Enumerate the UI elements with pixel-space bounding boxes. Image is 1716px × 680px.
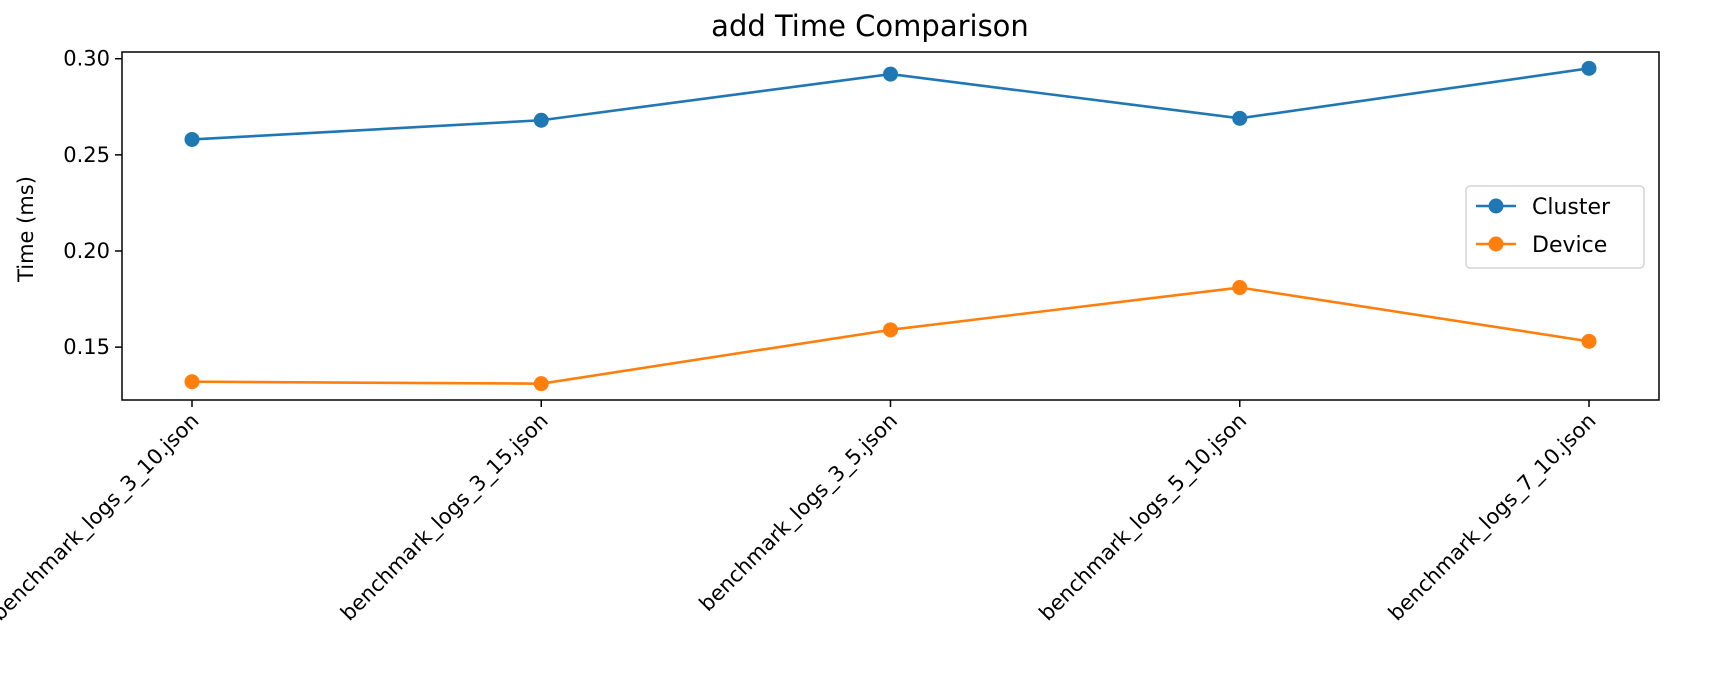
y-tick-label: 0.30 bbox=[63, 47, 110, 71]
legend-swatch-marker bbox=[1488, 198, 1504, 214]
legend-label: Device bbox=[1532, 233, 1607, 258]
legend: Cluster Device bbox=[1465, 185, 1645, 269]
y-tick-label: 0.15 bbox=[63, 335, 110, 359]
y-tick-label: 0.20 bbox=[63, 239, 110, 263]
legend-item-cluster: Cluster bbox=[1476, 195, 1611, 220]
x-tick-label: benchmark_logs_3_15.json bbox=[336, 409, 554, 627]
data-point bbox=[533, 376, 549, 392]
series-layer bbox=[184, 60, 1597, 392]
x-tick-label: benchmark_logs_3_5.json bbox=[695, 409, 903, 617]
legend-swatch-marker bbox=[1488, 236, 1504, 252]
legend-label: Cluster bbox=[1532, 195, 1611, 220]
series-device bbox=[184, 280, 1597, 392]
x-axis: benchmark_logs_3_10.json benchmark_logs_3… bbox=[0, 400, 1601, 626]
y-axis-label: Time (ms) bbox=[14, 176, 38, 283]
data-point bbox=[883, 322, 898, 338]
data-point bbox=[883, 66, 898, 82]
y-tick-label: 0.25 bbox=[63, 143, 110, 167]
x-tick-label: benchmark_logs_3_10.json bbox=[0, 409, 204, 627]
x-tick-label: benchmark_logs_7_10.json bbox=[1384, 409, 1602, 627]
data-point bbox=[184, 131, 200, 147]
data-point bbox=[184, 374, 200, 390]
plot-frame bbox=[121, 51, 1660, 401]
legend-item-device: Device bbox=[1476, 233, 1607, 258]
data-point bbox=[1581, 333, 1597, 349]
series-cluster bbox=[184, 60, 1597, 147]
data-point bbox=[1232, 280, 1248, 296]
data-point bbox=[533, 112, 549, 128]
data-point bbox=[1232, 110, 1248, 126]
x-tick-label: benchmark_logs_5_10.json bbox=[1034, 409, 1252, 627]
y-axis: 0.15 0.20 0.25 0.30 bbox=[63, 47, 122, 359]
chart-title: add Time Comparison bbox=[711, 9, 1029, 43]
data-point bbox=[1581, 60, 1597, 76]
